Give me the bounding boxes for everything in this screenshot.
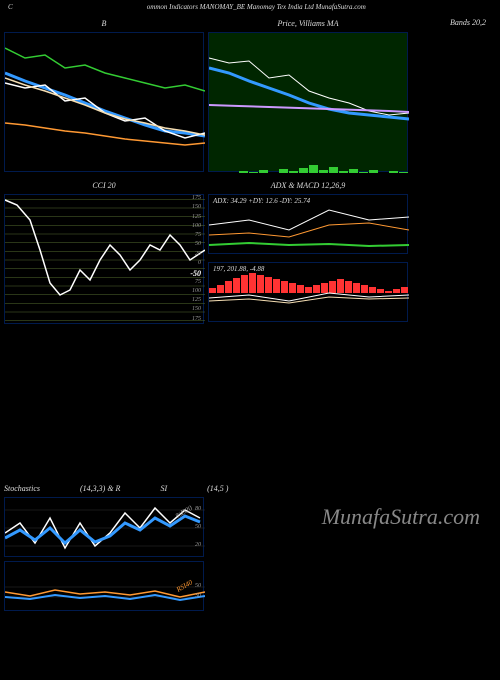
chart-bollinger-title: B xyxy=(102,19,107,28)
chart-bollinger-svg xyxy=(5,33,205,173)
chart-macd-values: 197, 201.88, -4.88 xyxy=(213,265,264,273)
bands-label-area: Bands 20,2 xyxy=(412,32,496,172)
row-3-titles: Stochastics (14,3,3) & R SI (14,5 ) xyxy=(4,484,496,493)
chart-adx: ADX & MACD 12,26,9 ADX: 34.29 +DY: 12.6 … xyxy=(208,194,408,254)
chart-adx-macd-group: ADX & MACD 12,26,9 ADX: 34.29 +DY: 12.6 … xyxy=(208,194,408,324)
chart-cci-title: CCI 20 xyxy=(92,181,115,190)
row-2: CCI 20 1751501251007550250-5075100125150… xyxy=(0,194,500,324)
watermark: MunafaSutra.com xyxy=(322,504,480,530)
chart-cci: CCI 20 1751501251007550250-5075100125150… xyxy=(4,194,204,324)
chart-stochastics: 805020 %D20 xyxy=(4,497,204,557)
chart-rsi: 5030 RSI40 xyxy=(4,561,204,611)
stoch-params: (14,3,3) & R xyxy=(80,484,120,493)
rsi-params: (14,5 ) xyxy=(207,484,228,493)
row-1: B Price, Villiams MA Bands 20,2 xyxy=(0,32,500,172)
stoch-label: Stochastics xyxy=(4,484,40,493)
chart-price-ma-svg xyxy=(209,33,409,173)
header-text: ommon Indicators MANOMAY_BE Manomay Tex … xyxy=(147,3,366,11)
chart-bollinger: B xyxy=(4,32,204,172)
chart-cci-svg xyxy=(5,195,205,325)
chart-stochastics-svg xyxy=(5,498,205,558)
chart-adx-values: ADX: 34.29 +DY: 12.6 -DY: 25.74 xyxy=(213,197,310,205)
bands-label: Bands 20,2 xyxy=(450,18,486,27)
rsi-label: SI xyxy=(160,484,167,493)
page-header: C ommon Indicators MANOMAY_BE Manomay Te… xyxy=(0,0,500,14)
chart-price-ma: Price, Villiams MA xyxy=(208,32,408,172)
chart-adx-title: ADX & MACD 12,26,9 xyxy=(271,181,345,190)
header-prefix: C xyxy=(8,3,13,11)
chart-price-ma-title: Price, Villiams MA xyxy=(278,19,339,28)
chart-macd: 197, 201.88, -4.88 xyxy=(208,262,408,322)
